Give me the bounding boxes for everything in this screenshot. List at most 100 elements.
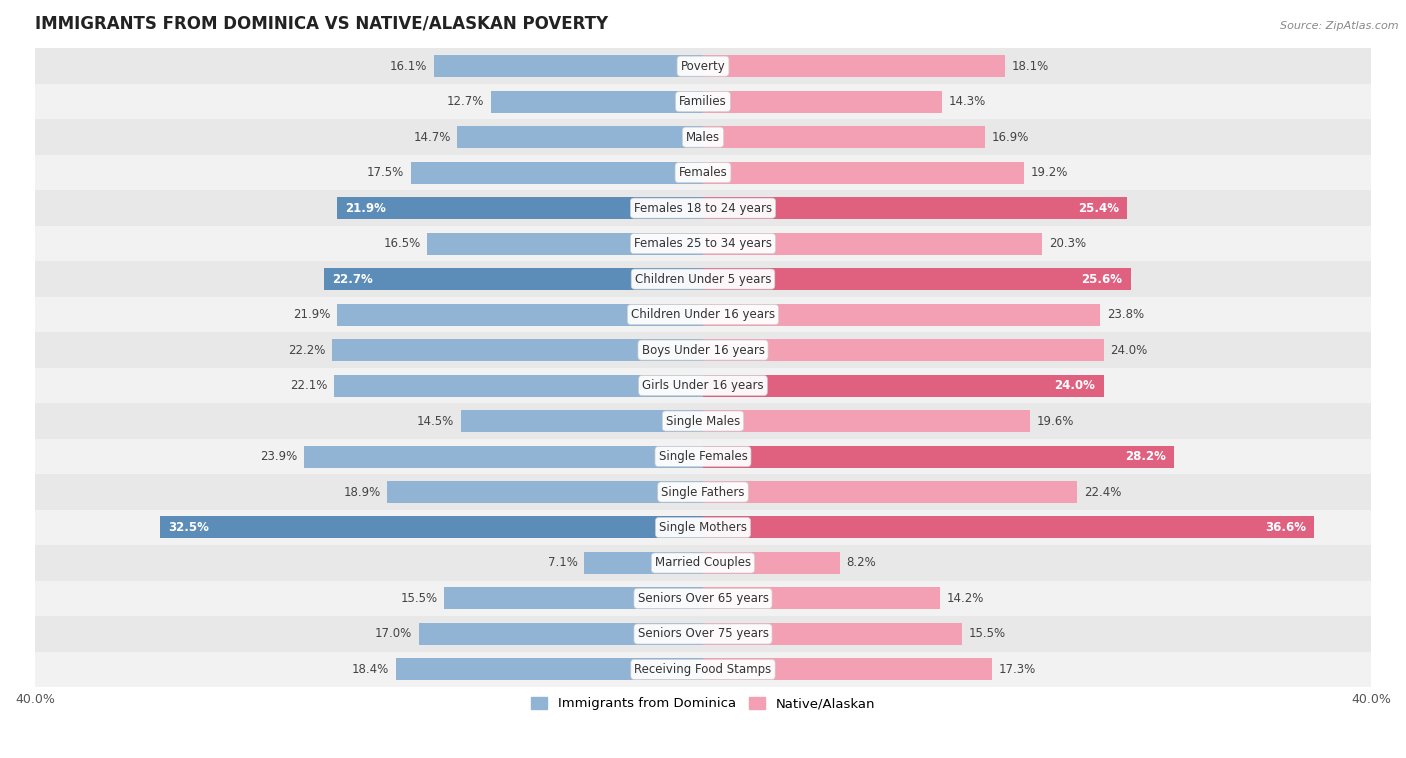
Text: Single Males: Single Males [666, 415, 740, 428]
Bar [703, 516, 1315, 538]
Bar [703, 552, 839, 574]
Bar [703, 446, 1174, 468]
Bar [35, 332, 1371, 368]
Text: 14.2%: 14.2% [946, 592, 984, 605]
Bar [35, 226, 1371, 262]
Bar [35, 545, 1371, 581]
Text: 8.2%: 8.2% [846, 556, 876, 569]
Text: Single Fathers: Single Fathers [661, 486, 745, 499]
Text: IMMIGRANTS FROM DOMINICA VS NATIVE/ALASKAN POVERTY: IMMIGRANTS FROM DOMINICA VS NATIVE/ALASK… [35, 15, 607, 33]
Text: 22.7%: 22.7% [332, 273, 373, 286]
Bar [703, 374, 1104, 396]
Text: 24.0%: 24.0% [1111, 343, 1147, 356]
Bar [35, 297, 1371, 332]
Text: 18.1%: 18.1% [1012, 60, 1049, 73]
Bar [337, 304, 703, 326]
Text: Receiving Food Stamps: Receiving Food Stamps [634, 663, 772, 676]
Text: Source: ZipAtlas.com: Source: ZipAtlas.com [1281, 21, 1399, 31]
Bar [35, 155, 1371, 190]
Bar [703, 623, 962, 645]
Text: 18.9%: 18.9% [343, 486, 381, 499]
Text: 23.8%: 23.8% [1107, 308, 1144, 321]
Text: 15.5%: 15.5% [401, 592, 437, 605]
Text: 15.5%: 15.5% [969, 628, 1005, 641]
Text: 22.4%: 22.4% [1084, 486, 1121, 499]
Text: 32.5%: 32.5% [169, 521, 209, 534]
Bar [703, 91, 942, 113]
Text: 22.2%: 22.2% [288, 343, 326, 356]
Text: 14.7%: 14.7% [413, 130, 451, 144]
Text: Females 18 to 24 years: Females 18 to 24 years [634, 202, 772, 215]
Text: 18.4%: 18.4% [352, 663, 389, 676]
Text: Single Mothers: Single Mothers [659, 521, 747, 534]
Text: Females: Females [679, 166, 727, 179]
Bar [35, 475, 1371, 509]
Bar [703, 304, 1101, 326]
Bar [332, 339, 703, 361]
Bar [703, 659, 993, 681]
Text: 16.1%: 16.1% [389, 60, 427, 73]
Text: 21.9%: 21.9% [346, 202, 387, 215]
Bar [35, 652, 1371, 688]
Text: 36.6%: 36.6% [1265, 521, 1306, 534]
Bar [35, 262, 1371, 297]
Text: 28.2%: 28.2% [1125, 450, 1166, 463]
Bar [35, 439, 1371, 475]
Text: 20.3%: 20.3% [1049, 237, 1085, 250]
Bar [35, 49, 1371, 84]
Bar [703, 126, 986, 148]
Bar [703, 268, 1130, 290]
Text: 22.1%: 22.1% [290, 379, 328, 392]
Text: Children Under 16 years: Children Under 16 years [631, 308, 775, 321]
Bar [703, 587, 941, 609]
Text: 17.5%: 17.5% [367, 166, 404, 179]
Bar [35, 403, 1371, 439]
Bar [703, 197, 1128, 219]
Text: Families: Families [679, 96, 727, 108]
Text: Boys Under 16 years: Boys Under 16 years [641, 343, 765, 356]
Bar [703, 55, 1005, 77]
Text: Seniors Over 75 years: Seniors Over 75 years [637, 628, 769, 641]
Text: 25.4%: 25.4% [1078, 202, 1119, 215]
Text: 21.9%: 21.9% [294, 308, 330, 321]
Bar [703, 161, 1024, 183]
Bar [444, 587, 703, 609]
Bar [387, 481, 703, 503]
Text: Poverty: Poverty [681, 60, 725, 73]
Text: Married Couples: Married Couples [655, 556, 751, 569]
Text: 14.5%: 14.5% [418, 415, 454, 428]
Bar [395, 659, 703, 681]
Bar [434, 55, 703, 77]
Text: Children Under 5 years: Children Under 5 years [634, 273, 772, 286]
Bar [35, 509, 1371, 545]
Text: 16.9%: 16.9% [993, 130, 1029, 144]
Bar [461, 410, 703, 432]
Bar [703, 481, 1077, 503]
Bar [703, 410, 1031, 432]
Text: 19.2%: 19.2% [1031, 166, 1067, 179]
Text: Males: Males [686, 130, 720, 144]
Bar [323, 268, 703, 290]
Bar [160, 516, 703, 538]
Bar [427, 233, 703, 255]
Text: 17.0%: 17.0% [375, 628, 412, 641]
Legend: Immigrants from Dominica, Native/Alaskan: Immigrants from Dominica, Native/Alaskan [526, 692, 880, 716]
Bar [35, 120, 1371, 155]
Bar [35, 581, 1371, 616]
Text: 24.0%: 24.0% [1054, 379, 1095, 392]
Bar [419, 623, 703, 645]
Text: Single Females: Single Females [658, 450, 748, 463]
Text: 16.5%: 16.5% [384, 237, 420, 250]
Bar [703, 339, 1104, 361]
Bar [304, 446, 703, 468]
Bar [35, 616, 1371, 652]
Bar [703, 233, 1042, 255]
Bar [491, 91, 703, 113]
Text: 19.6%: 19.6% [1038, 415, 1074, 428]
Text: 25.6%: 25.6% [1081, 273, 1122, 286]
Text: 14.3%: 14.3% [949, 96, 986, 108]
Text: 17.3%: 17.3% [998, 663, 1036, 676]
Bar [457, 126, 703, 148]
Bar [411, 161, 703, 183]
Text: Seniors Over 65 years: Seniors Over 65 years [637, 592, 769, 605]
